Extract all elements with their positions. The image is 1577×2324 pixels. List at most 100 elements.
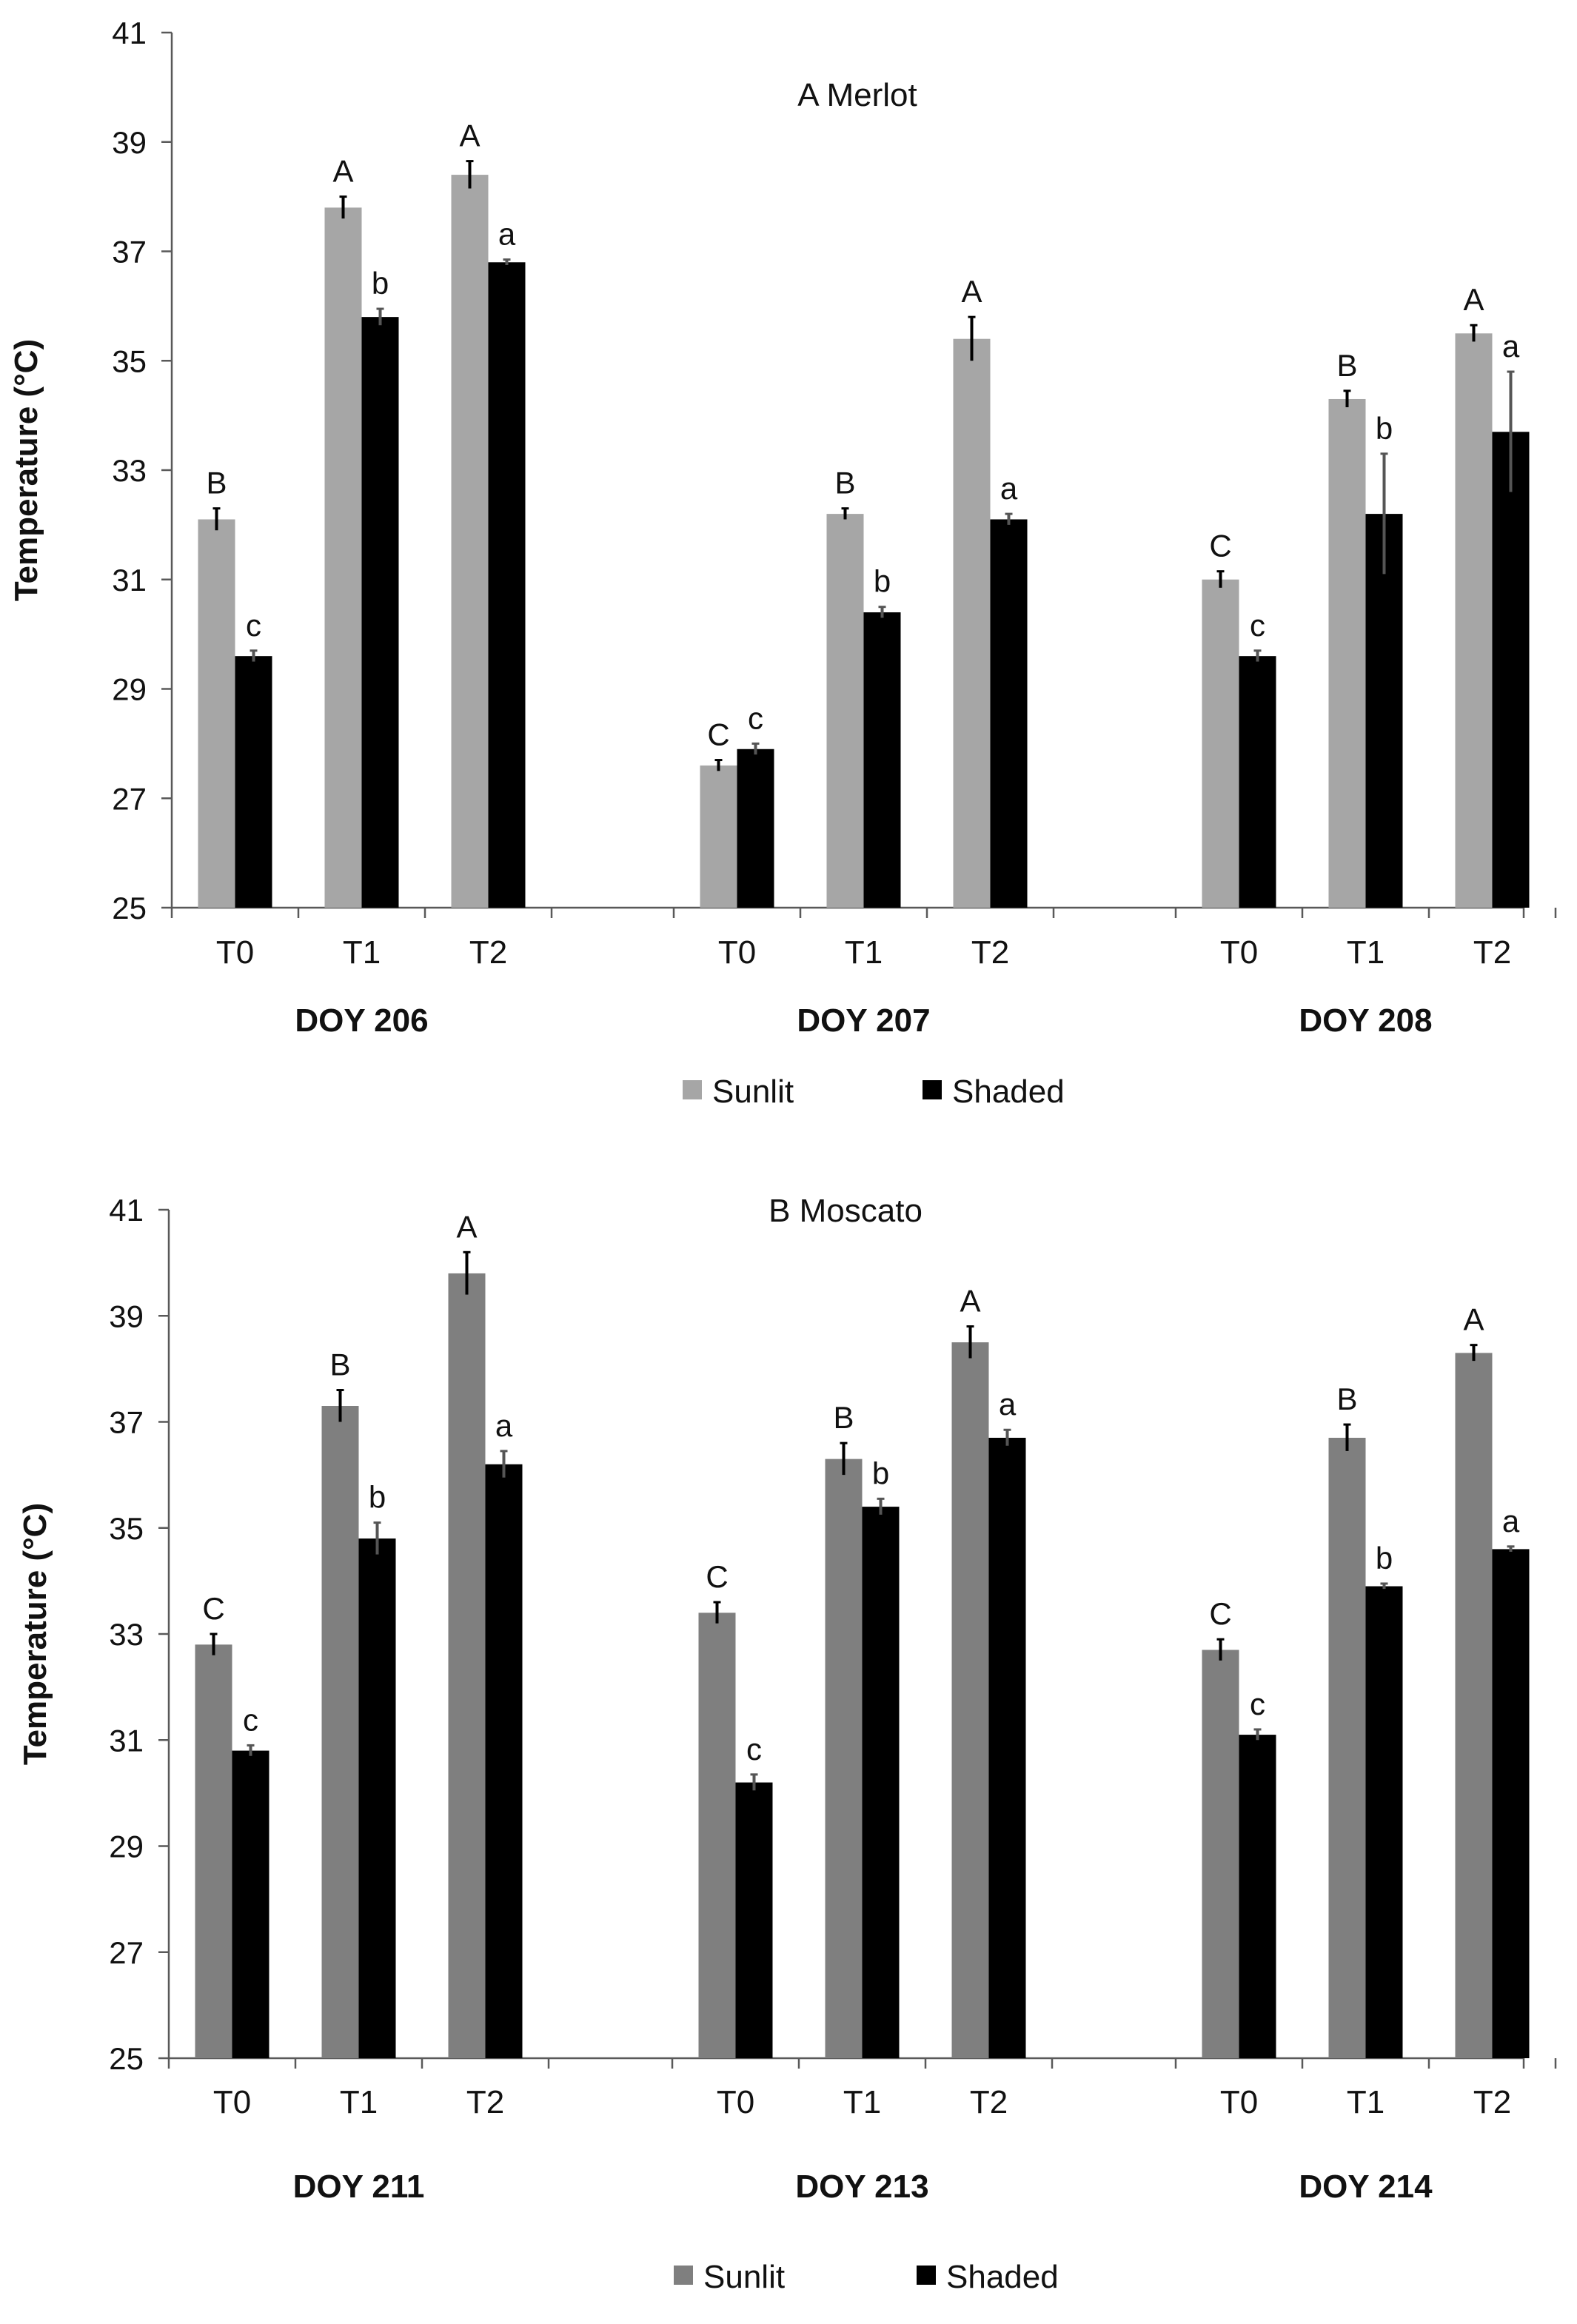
significance-label: a bbox=[498, 217, 516, 252]
legend-label-sunlit: Sunlit bbox=[712, 1074, 794, 1110]
bar-sunlit bbox=[825, 1459, 863, 2058]
significance-label: B bbox=[833, 1400, 854, 1435]
significance-label: a bbox=[1502, 1504, 1520, 1538]
chart-panel-b: 25 27 29 31 33 35 37 39 41 B Moscato Temperature (… bbox=[17, 1193, 1557, 2295]
y-tick-label: 33 bbox=[109, 1617, 144, 1652]
chart-panel-a: 25 27 29 31 33 35 37 39 41 A Merlot Temperature (°… bbox=[8, 16, 1557, 1110]
significance-label: a bbox=[1000, 471, 1018, 506]
y-tick-label: 31 bbox=[109, 1723, 144, 1758]
significance-label: c bbox=[246, 608, 261, 643]
bar-shaded bbox=[235, 656, 272, 908]
bar-shaded bbox=[737, 749, 774, 908]
bar-shaded bbox=[1492, 1549, 1530, 2058]
bar-shaded bbox=[735, 1782, 773, 2058]
bar-sunlit bbox=[324, 207, 362, 908]
group-label: DOY 208 bbox=[1299, 1002, 1432, 1039]
legend-swatch-sunlit bbox=[674, 2266, 693, 2285]
category-label: T0 bbox=[1220, 2084, 1258, 2120]
category-label: T0 bbox=[717, 2084, 754, 2120]
y-tick-label: 33 bbox=[112, 453, 147, 488]
significance-label: c bbox=[748, 700, 763, 735]
significance-label: a bbox=[1502, 329, 1520, 364]
y-tick-label: 31 bbox=[112, 563, 147, 597]
significance-label: A bbox=[960, 1284, 980, 1319]
significance-label: A bbox=[456, 1209, 477, 1244]
category-label: T2 bbox=[466, 2084, 504, 2120]
category-label: T2 bbox=[1473, 2084, 1511, 2120]
bar-sunlit bbox=[1455, 333, 1493, 908]
legend-label-shaded: Shaded bbox=[952, 1074, 1065, 1110]
bar-shaded bbox=[232, 1750, 269, 2058]
significance-label: C bbox=[202, 1591, 224, 1626]
y-tick-label: 27 bbox=[112, 781, 147, 816]
significance-label: A bbox=[1463, 282, 1484, 317]
y-tick-label: 35 bbox=[112, 344, 147, 378]
significance-label: b bbox=[1376, 411, 1393, 446]
y-tick-label: 37 bbox=[109, 1405, 144, 1440]
bar-sunlit bbox=[195, 1644, 232, 2058]
bar-shaded bbox=[1365, 1586, 1403, 2058]
significance-label: a bbox=[495, 1408, 513, 1443]
y-tick-label: 37 bbox=[112, 235, 147, 269]
bar-shaded bbox=[862, 1507, 900, 2058]
bar-shaded bbox=[863, 612, 901, 908]
significance-label: A bbox=[961, 274, 982, 309]
bar-shaded bbox=[1492, 432, 1530, 908]
bar-sunlit bbox=[451, 175, 489, 908]
bar-shaded bbox=[1239, 656, 1276, 908]
significance-label: b bbox=[874, 564, 891, 599]
bar-sunlit bbox=[700, 765, 737, 908]
legend-label-shaded: Shaded bbox=[946, 2259, 1059, 2295]
significance-label: c bbox=[243, 1702, 258, 1737]
category-label: T1 bbox=[1347, 934, 1385, 971]
y-tick-label: 25 bbox=[109, 2041, 144, 2076]
significance-label: c bbox=[1250, 1687, 1265, 1721]
bar-sunlit bbox=[698, 1613, 736, 2058]
bar-shaded bbox=[1365, 514, 1403, 908]
legend-label-sunlit: Sunlit bbox=[703, 2259, 785, 2295]
category-label: T1 bbox=[343, 934, 381, 971]
category-label: T2 bbox=[971, 934, 1009, 971]
group-label: DOY 213 bbox=[795, 2169, 928, 2205]
significance-label: c bbox=[746, 1732, 762, 1767]
significance-label: B bbox=[834, 466, 855, 500]
y-axis-label: Temperature (°C) bbox=[8, 339, 44, 601]
significance-label: C bbox=[1209, 529, 1231, 563]
bar-shaded bbox=[990, 519, 1028, 908]
y-tick-label: 29 bbox=[112, 672, 147, 707]
bar-sunlit bbox=[198, 519, 235, 908]
legend: Sunlit Shaded bbox=[674, 2259, 1059, 2295]
y-tick-label: 25 bbox=[112, 891, 147, 925]
y-tick-label: 41 bbox=[112, 16, 147, 50]
y-tick-label: 39 bbox=[109, 1299, 144, 1333]
chart-title: A Merlot bbox=[797, 77, 917, 113]
category-label: T1 bbox=[843, 2084, 881, 2120]
category-label: T0 bbox=[213, 2084, 251, 2120]
bar-shaded bbox=[988, 1437, 1026, 2058]
category-label: T0 bbox=[1220, 934, 1258, 971]
significance-label: b bbox=[1376, 1541, 1393, 1575]
y-tick-label: 27 bbox=[109, 1935, 144, 1970]
bar-sunlit bbox=[1202, 579, 1239, 908]
significance-label: A bbox=[1463, 1302, 1484, 1337]
legend: Sunlit Shaded bbox=[683, 1074, 1065, 1110]
category-label: T0 bbox=[216, 934, 254, 971]
category-label: T1 bbox=[845, 934, 883, 971]
significance-label: B bbox=[1336, 348, 1357, 383]
bar-sunlit bbox=[1455, 1353, 1493, 2058]
bar-shaded bbox=[358, 1538, 396, 2058]
significance-label: b bbox=[872, 1456, 889, 1490]
significance-label: c bbox=[1250, 608, 1265, 643]
category-label: T1 bbox=[340, 2084, 378, 2120]
significance-label: B bbox=[329, 1347, 350, 1382]
category-label: T2 bbox=[970, 2084, 1008, 2120]
significance-label: A bbox=[332, 154, 353, 189]
significance-label: C bbox=[707, 717, 729, 752]
group-label: DOY 206 bbox=[295, 1002, 428, 1039]
significance-label: B bbox=[1336, 1382, 1357, 1416]
legend-swatch-sunlit bbox=[683, 1080, 702, 1099]
bar-shaded bbox=[1239, 1735, 1276, 2058]
group-label: DOY 211 bbox=[293, 2169, 425, 2205]
